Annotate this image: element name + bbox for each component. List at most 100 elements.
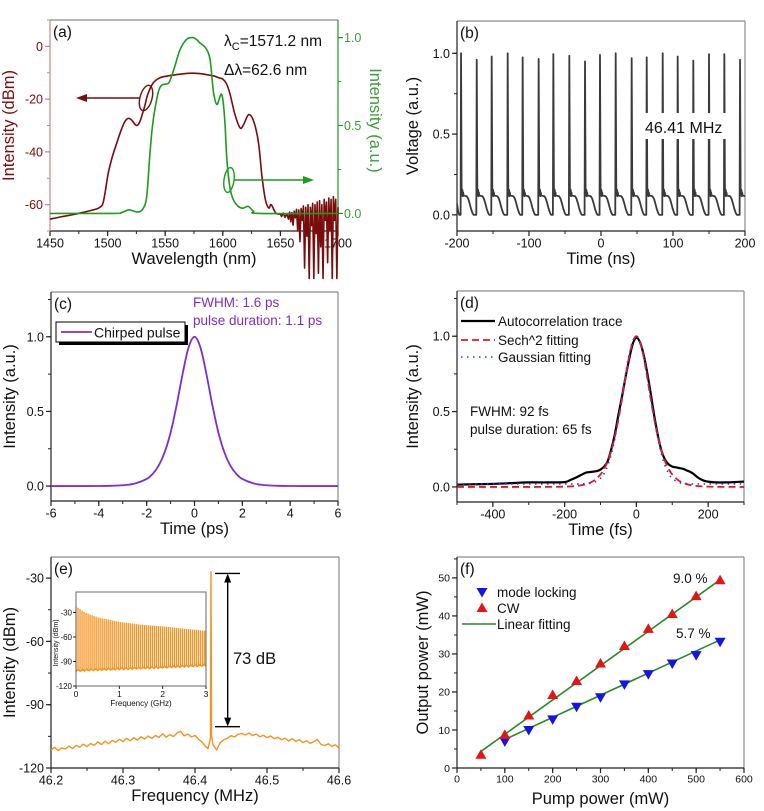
- y2-tick-label: 1.0: [344, 31, 361, 45]
- y-tick-label: 1.0: [27, 330, 44, 344]
- inset-y-tick-label: -90: [60, 657, 72, 666]
- series-line-sech2-fit: [456, 335, 745, 488]
- x-tick-label: 1650: [266, 237, 294, 251]
- y-tick-label: -90: [26, 698, 44, 712]
- y-tick-label: 0.0: [433, 208, 450, 222]
- data-point-cw: [690, 590, 702, 601]
- data-point-cw: [499, 729, 511, 739]
- pulse-duration-annotation: pulse duration: 1.1 ps: [193, 313, 322, 328]
- inset-frame: [75, 591, 207, 687]
- data-point-cw: [714, 574, 726, 585]
- x-tick-label: 0: [598, 237, 605, 251]
- x-tick-label: 200: [698, 508, 719, 522]
- arrow-down-icon: [224, 717, 232, 727]
- y-tick-label: 50: [438, 573, 450, 585]
- y-axis-label: Intensity (a.u.): [1, 344, 19, 449]
- inset-chart: 0 1 2 3 -30 -60 -90 -120 Frequency (GHz) Intensit…: [53, 591, 209, 708]
- right-arrow-head-icon: [303, 176, 314, 184]
- y-tick-label: 0: [444, 763, 450, 775]
- x-tick-label: -200: [552, 508, 577, 522]
- y-tick-label: -60: [26, 635, 44, 649]
- x-tick-label: -2: [141, 507, 152, 521]
- y-tick-label: -30: [26, 572, 44, 586]
- legend-label: Sech^2 fitting: [498, 333, 579, 348]
- legend-label: Gaussian fitting: [498, 350, 591, 365]
- x-tick-label: 200: [735, 237, 756, 251]
- inset-x-tick-label: 1: [117, 689, 122, 699]
- x-tick-label: 400: [640, 774, 658, 786]
- data-point-cw: [666, 608, 678, 619]
- data-point-mode-locking: [666, 659, 678, 669]
- x-axis-label: Time (ps): [160, 520, 229, 538]
- curve-marker-ellipse: [138, 84, 154, 112]
- y-tick-label: -120: [19, 762, 44, 776]
- panel-e: 46.2 46.3 46.4 46.5 46.6 -30 -60 -90 -120 Frequen…: [1, 556, 351, 805]
- x-tick-label: 46.5: [255, 774, 279, 788]
- data-point-mode-locking: [547, 715, 559, 725]
- x-axis-label: Pump power (mW): [532, 790, 670, 808]
- panel-d: -400 -200 0 200 0.0 0.5 1.0 Time (fs) Intensity …: [404, 290, 745, 539]
- panel-label: (d): [460, 295, 479, 312]
- x-tick-label: 2: [239, 507, 246, 521]
- inset-y-tick-label: -60: [60, 633, 72, 642]
- x-axis-label: Time (fs): [568, 521, 632, 539]
- y-tick-label: 0.5: [433, 128, 450, 142]
- legend-label: Autocorrelation trace: [498, 314, 623, 329]
- y-tick-label: 10: [438, 725, 450, 737]
- y-tick-label: 0.5: [27, 405, 44, 419]
- y-axis-label: Intensity (a.u.): [404, 344, 422, 449]
- legend-label: CW: [497, 601, 520, 616]
- y-tick-label: 30: [438, 649, 450, 661]
- series-line-chirped-pulse: [50, 335, 339, 487]
- fit-line-mode-locking: [504, 639, 721, 741]
- series-line-rf-spectrum: [50, 571, 340, 752]
- pulse-duration-annotation: pulse duration: 65 fs: [470, 422, 592, 437]
- inset-y-tick-label: -30: [60, 608, 72, 617]
- data-point-mode-locking: [595, 693, 606, 703]
- slope-efficiency-mode-locking: 5.7 %: [676, 626, 711, 641]
- y2-axis-label: Intensity (a.u.): [366, 68, 384, 173]
- lambda-symbol: λ: [224, 33, 232, 50]
- y-tick-label: 0: [36, 40, 43, 54]
- subscript: C: [232, 41, 240, 53]
- x-tick-label: 1550: [151, 237, 179, 251]
- y-axis-label: Intensity (dBm): [0, 70, 18, 181]
- x-tick-label: -6: [45, 507, 56, 521]
- x-tick-label: 46.4: [183, 774, 207, 788]
- legend-label: Chirped pulse: [94, 325, 181, 341]
- bandwidth-annotation: Δλ=62.6 nm: [224, 62, 307, 79]
- dynamic-range-label: 73 dB: [233, 650, 276, 668]
- series-line-autocorrelation-trace: [456, 336, 745, 486]
- value: =1571.2 nm: [240, 33, 322, 50]
- y-tick-label: 0.5: [433, 405, 450, 419]
- x-tick-label: 1500: [94, 237, 122, 251]
- x-tick-label: 46.3: [111, 774, 135, 788]
- data-point-cw: [571, 675, 583, 685]
- arrow-up-icon: [224, 573, 232, 583]
- legend-label: mode locking: [497, 585, 577, 600]
- panel-label: (a): [53, 24, 72, 41]
- data-point-cw: [618, 640, 630, 650]
- data-point-mode-locking: [642, 670, 654, 680]
- panel-b: -200 -100 0 100 200 0.0 0.5 1.0 Time (ns) Voltage…: [404, 20, 756, 268]
- y-axis-label: Output power (mW): [414, 591, 432, 735]
- y-tick-label: 1.0: [433, 47, 450, 61]
- inset-x-tick-label: 3: [204, 689, 209, 699]
- x-tick-label: 200: [544, 774, 562, 786]
- y-tick-label: 40: [438, 611, 450, 623]
- data-point-mode-locking: [499, 737, 511, 747]
- data-point-mode-locking: [690, 651, 702, 661]
- data-point-mode-locking: [714, 637, 726, 648]
- y2-tick-label: 0.5: [344, 119, 361, 133]
- y-axis-label: Intensity (dBm): [1, 607, 19, 718]
- y-axis-label: Voltage (a.u.): [404, 77, 422, 175]
- y-tick-label: -40: [25, 145, 43, 159]
- x-tick-label: 0: [633, 508, 640, 522]
- data-point-mode-locking: [571, 702, 583, 713]
- x-tick-label: 600: [735, 774, 753, 786]
- x-tick-label: 6: [335, 507, 342, 521]
- x-tick-label: -100: [516, 237, 541, 251]
- data-point-mode-locking: [618, 680, 630, 690]
